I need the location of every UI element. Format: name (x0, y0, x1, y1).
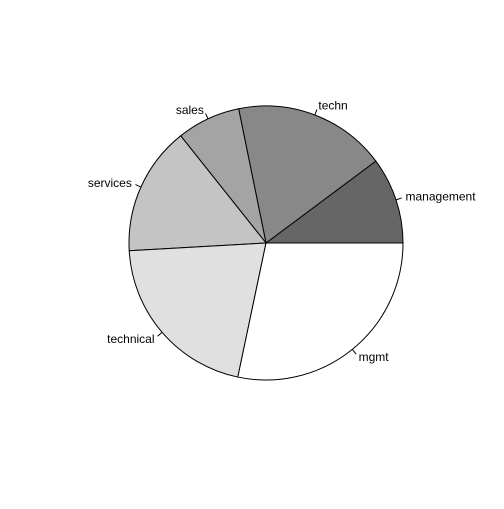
slice-label-techn: techn (318, 99, 347, 113)
pie-slice-management (264, 160, 404, 244)
label-tick-technical (157, 331, 163, 337)
slice-label-sales: sales (176, 103, 204, 117)
slice-label-management: management (406, 190, 477, 204)
label-tick-techn (314, 109, 318, 116)
label-tick-management (395, 197, 402, 201)
pie-slice-mgmt (237, 242, 404, 381)
pie-slices (128, 105, 404, 381)
label-tick-mgmt (351, 349, 357, 355)
slice-label-mgmt: mgmt (359, 350, 390, 364)
pie-slice-techn (238, 105, 377, 244)
pie-slice-technical (128, 242, 267, 378)
label-tick-services (135, 184, 142, 188)
label-ticks (135, 109, 402, 355)
slice-label-technical: technical (107, 332, 154, 346)
slice-label-services: services (88, 176, 132, 190)
slice-labels: management techn sales services technical mgm… (88, 99, 476, 364)
label-tick-sales (205, 113, 209, 120)
